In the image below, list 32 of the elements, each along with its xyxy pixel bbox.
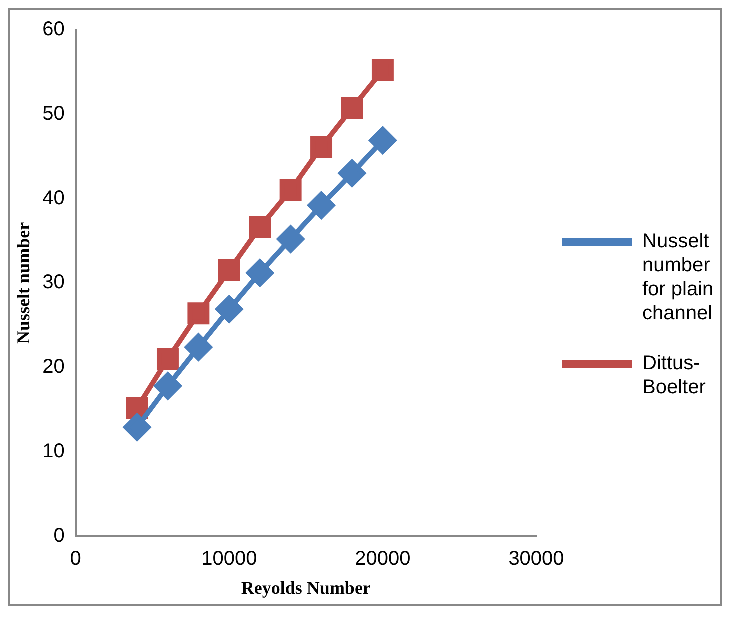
legend-label: Nusselt number for plain channel: [642, 230, 714, 325]
point: [249, 216, 272, 238]
legend-label: Dittus-Boelter: [642, 352, 706, 399]
y-tick-label: 60: [42, 18, 65, 41]
point: [341, 98, 364, 120]
point: [216, 296, 243, 323]
point: [369, 127, 396, 154]
y-tick-label: 50: [42, 102, 65, 125]
point: [246, 260, 274, 287]
point: [218, 260, 240, 282]
point: [154, 372, 182, 400]
y-tick-label: 0: [54, 524, 65, 547]
point: [188, 302, 210, 325]
y-tick-label: 10: [42, 440, 65, 463]
x-tick-label: 20000: [355, 548, 411, 570]
point: [277, 226, 304, 253]
y-axis-title: Nusselt number: [13, 222, 34, 344]
y-tick-label: 20: [42, 356, 65, 378]
point: [185, 334, 212, 361]
point: [308, 192, 336, 220]
point: [280, 179, 302, 202]
y-tick-label: 30: [42, 272, 65, 294]
x-axis-title: Reyolds Number: [241, 578, 371, 598]
x-tick-label: 30000: [508, 548, 564, 570]
point: [124, 414, 151, 442]
point: [338, 160, 366, 187]
y-tick-label: 40: [42, 187, 65, 210]
point: [310, 136, 333, 158]
point: [156, 348, 179, 370]
x-tick-label: 10000: [202, 548, 258, 570]
point: [372, 60, 394, 82]
x-tick-label: 0: [70, 548, 82, 570]
